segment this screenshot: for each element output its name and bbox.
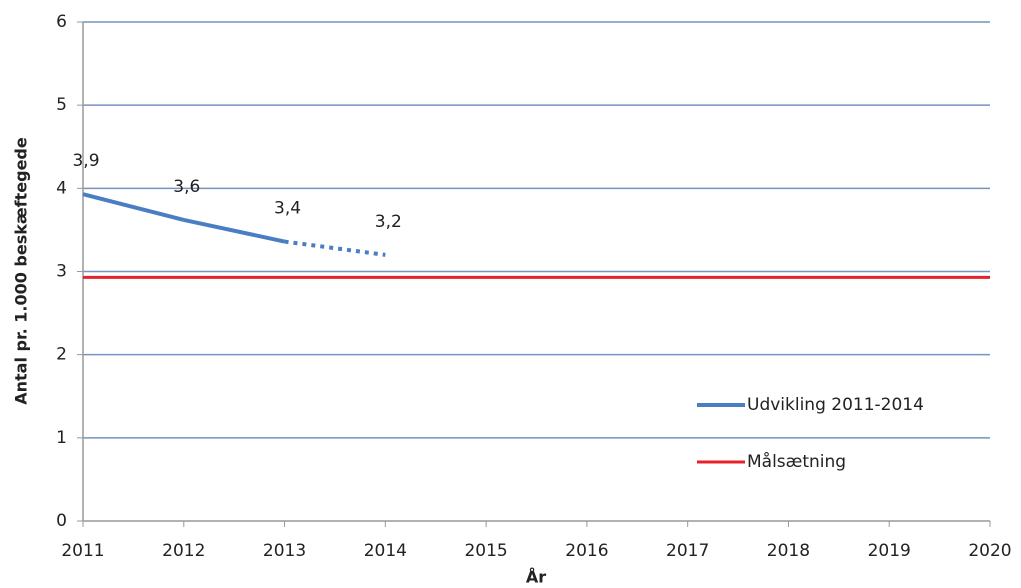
- data-label: 3,2: [375, 212, 402, 232]
- y-tick-label: 2: [56, 345, 67, 365]
- legend-label: Udvikling 2011-2014: [747, 395, 924, 415]
- y-tick-label: 1: [56, 428, 67, 448]
- x-tick-label: 2014: [364, 541, 407, 561]
- x-tick-label: 2019: [868, 541, 911, 561]
- y-tick-label: 0: [56, 511, 67, 531]
- x-tick-label: 2013: [263, 541, 306, 561]
- x-axis-label: År: [526, 568, 546, 587]
- y-tick-label: 5: [56, 95, 67, 115]
- y-axis-label: Antal pr. 1.000 beskæftegede: [12, 137, 31, 405]
- x-tick-label: 2020: [968, 541, 1011, 561]
- x-tick-label: 2015: [464, 541, 507, 561]
- data-label: 3,4: [274, 199, 301, 219]
- x-tick-label: 2011: [61, 541, 104, 561]
- x-tick-label: 2017: [666, 541, 709, 561]
- y-tick-label: 3: [56, 262, 67, 282]
- data-label: 3,9: [72, 151, 99, 171]
- y-tick-label: 6: [56, 12, 67, 32]
- y-tick-label: 4: [56, 178, 67, 198]
- x-tick-label: 2016: [565, 541, 608, 561]
- data-label: 3,6: [173, 177, 200, 197]
- line-segment: [284, 239, 386, 257]
- line-segment: [82, 192, 185, 222]
- x-tick-label: 2018: [767, 541, 810, 561]
- x-tick-label: 2012: [162, 541, 205, 561]
- legend-label: Målsætning: [747, 451, 846, 472]
- line-segment: [183, 217, 285, 244]
